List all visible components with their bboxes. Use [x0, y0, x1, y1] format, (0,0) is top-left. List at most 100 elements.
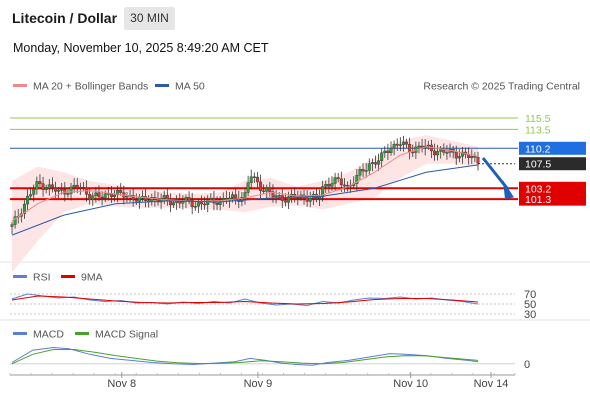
- candle-body: [433, 150, 437, 156]
- macd-series-signal: [11, 349, 479, 365]
- level-tag-107.5: [519, 157, 586, 171]
- candle-body: [380, 152, 384, 161]
- ma20-line: [11, 146, 479, 222]
- legend-swatch-ma20: [13, 84, 27, 87]
- candle-body: [125, 196, 129, 198]
- candle-body: [324, 184, 328, 187]
- candle-body: [426, 144, 430, 147]
- candle-body: [373, 162, 377, 165]
- candle-body: [26, 195, 30, 205]
- candle-body: [395, 143, 399, 146]
- candle-body: [473, 156, 477, 158]
- legend-swatch-macd: [13, 332, 27, 335]
- candle-body: [445, 152, 449, 154]
- candle-body: [50, 184, 54, 189]
- level-label-110.2: 110.2: [525, 143, 551, 155]
- candle-body: [259, 181, 263, 191]
- candle-body: [97, 192, 101, 198]
- candle-body: [330, 183, 334, 187]
- x-tick-nov-14: Nov 14: [474, 378, 509, 390]
- candle-body: [277, 195, 281, 197]
- legend-9ma: 9MA: [81, 272, 103, 284]
- candle-body: [370, 162, 374, 164]
- candle-body: [231, 194, 235, 199]
- candle-body: [22, 203, 26, 215]
- candle-body: [203, 203, 207, 206]
- candle-body: [333, 177, 337, 184]
- candle-body: [29, 194, 33, 197]
- macd-series-macd: [11, 346, 479, 366]
- rsi-tick-70: 70: [524, 289, 536, 301]
- candle-body: [417, 145, 421, 148]
- candle-body: [364, 170, 368, 172]
- candle-body: [100, 196, 104, 199]
- candle-body: [165, 195, 169, 201]
- candle-body: [318, 196, 322, 199]
- candle-body: [358, 169, 362, 176]
- candle-body: [386, 150, 390, 153]
- level-label-101.3: 101.3: [525, 194, 551, 206]
- legend-rsi: RSI: [33, 272, 51, 284]
- candle-body: [408, 144, 412, 153]
- candle-body: [13, 216, 17, 225]
- rsi-tick-30: 30: [524, 309, 536, 321]
- legend-macd-signal: MACD Signal: [95, 329, 158, 341]
- candle-body: [190, 200, 194, 208]
- candle-body: [134, 199, 138, 202]
- x-tick-nov-9: Nov 9: [244, 378, 273, 390]
- candle-body: [268, 187, 272, 192]
- candle-body: [88, 194, 92, 200]
- candle-body: [44, 188, 48, 190]
- chart-credit: Research © 2025 Trading Central: [423, 81, 580, 93]
- legend-ma50: MA 50: [175, 81, 205, 93]
- candle-body: [308, 197, 312, 202]
- candle-body: [116, 190, 120, 196]
- candle-body: [66, 193, 70, 195]
- candle-body: [172, 202, 176, 206]
- candle-body: [346, 184, 350, 187]
- level-label-107.5: 107.5: [525, 159, 551, 171]
- candle-body: [262, 190, 266, 192]
- candle-body: [94, 192, 98, 196]
- candle-body: [91, 195, 95, 200]
- candle-body: [283, 200, 287, 203]
- header-bar: Litecoin / Dollar 30 MIN: [0, 0, 590, 37]
- candle-body: [339, 178, 343, 186]
- candle-body: [405, 141, 409, 145]
- candle-body: [35, 181, 39, 190]
- ma50-line: [11, 164, 479, 236]
- candle-body: [286, 196, 290, 203]
- rsi-series-rsi: [11, 293, 479, 307]
- level-label-103.2: 103.2: [525, 183, 551, 195]
- candle-body: [41, 183, 45, 190]
- candle-body: [209, 197, 213, 200]
- legend-ma20: MA 20 + Bollinger Bands: [33, 81, 148, 93]
- interval-button[interactable]: 30 MIN: [124, 7, 175, 30]
- candle-body: [342, 184, 346, 187]
- candle-body: [321, 186, 325, 198]
- candle-body: [457, 156, 461, 159]
- x-tick-nov-10: Nov 10: [393, 378, 428, 390]
- candle-body: [75, 184, 79, 188]
- legend-swatch-rsi: [13, 275, 27, 278]
- candle-body: [78, 186, 82, 189]
- candle-body: [159, 198, 163, 203]
- candle-body: [255, 176, 259, 183]
- candle-body: [193, 206, 197, 208]
- candle-body: [336, 177, 340, 180]
- candle-body: [383, 150, 387, 154]
- rsi-series-9ma: [11, 295, 479, 305]
- chart-timestamp: Monday, November 10, 2025 8:49:20 AM CET: [13, 41, 269, 55]
- candle-body: [53, 187, 57, 192]
- level-label-115.5: 115.5: [525, 113, 551, 125]
- candle-body: [377, 160, 381, 165]
- candle-body: [265, 187, 269, 192]
- candle-body: [162, 195, 166, 199]
- candle-body: [454, 152, 458, 159]
- candle-body: [296, 197, 300, 199]
- candle-body: [32, 188, 36, 195]
- macd-panel: 0: [10, 346, 530, 371]
